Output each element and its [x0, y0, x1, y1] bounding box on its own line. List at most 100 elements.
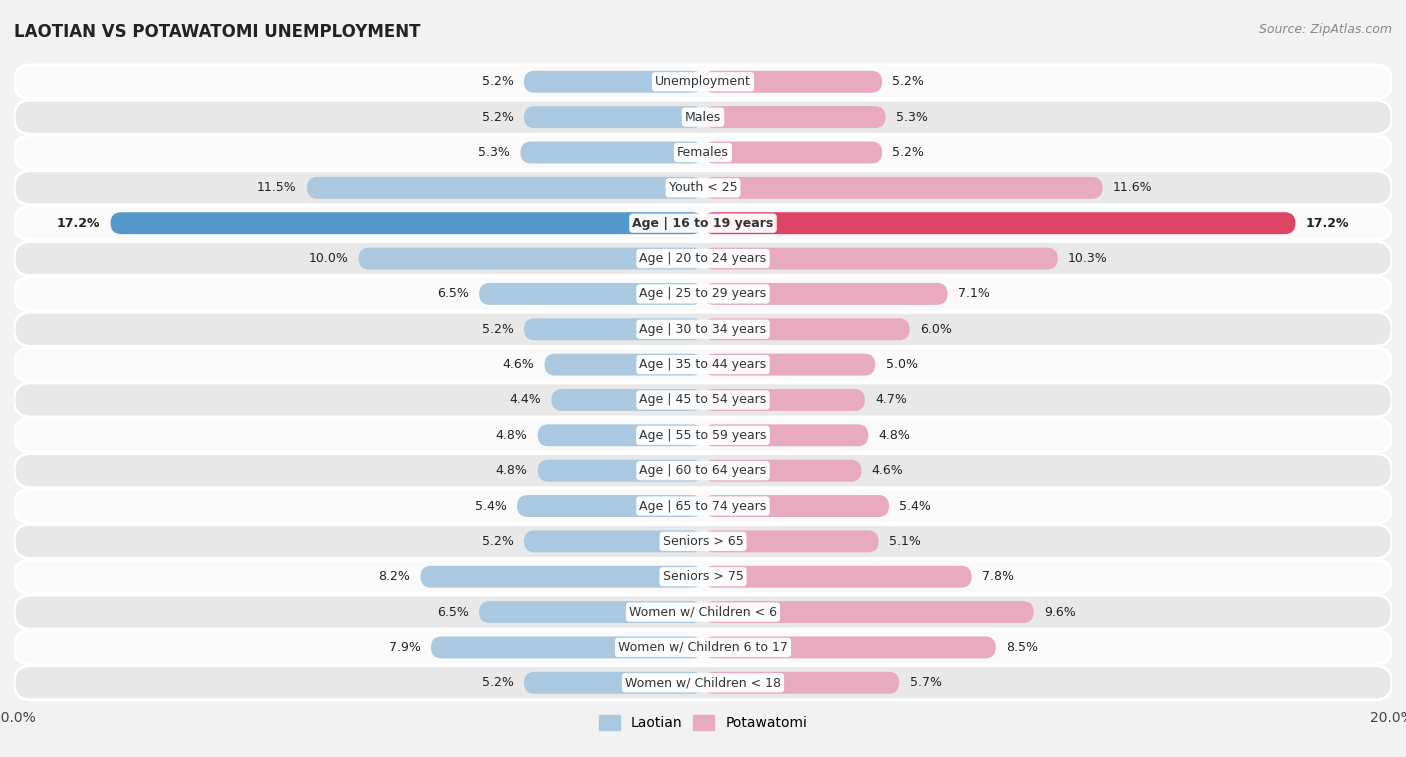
Text: 5.2%: 5.2% — [482, 111, 513, 123]
Text: Age | 25 to 29 years: Age | 25 to 29 years — [640, 288, 766, 301]
FancyBboxPatch shape — [703, 212, 1295, 234]
Text: 4.6%: 4.6% — [502, 358, 534, 371]
Text: 17.2%: 17.2% — [56, 217, 100, 229]
FancyBboxPatch shape — [537, 425, 703, 447]
FancyBboxPatch shape — [479, 283, 703, 305]
Text: Age | 30 to 34 years: Age | 30 to 34 years — [640, 322, 766, 336]
FancyBboxPatch shape — [14, 595, 1392, 629]
Text: Males: Males — [685, 111, 721, 123]
Text: 5.2%: 5.2% — [893, 75, 924, 89]
FancyBboxPatch shape — [703, 71, 882, 93]
Text: 5.2%: 5.2% — [482, 322, 513, 336]
FancyBboxPatch shape — [703, 142, 882, 164]
Text: 10.0%: 10.0% — [308, 252, 349, 265]
FancyBboxPatch shape — [14, 65, 1392, 98]
Text: 11.6%: 11.6% — [1114, 182, 1153, 195]
FancyBboxPatch shape — [703, 354, 875, 375]
Text: 4.8%: 4.8% — [879, 428, 911, 442]
Text: 4.8%: 4.8% — [495, 428, 527, 442]
Text: 6.5%: 6.5% — [437, 288, 468, 301]
FancyBboxPatch shape — [703, 283, 948, 305]
Text: Age | 35 to 44 years: Age | 35 to 44 years — [640, 358, 766, 371]
FancyBboxPatch shape — [524, 106, 703, 128]
FancyBboxPatch shape — [551, 389, 703, 411]
FancyBboxPatch shape — [14, 631, 1392, 665]
FancyBboxPatch shape — [420, 565, 703, 587]
FancyBboxPatch shape — [703, 248, 1057, 269]
Text: 5.4%: 5.4% — [475, 500, 506, 512]
FancyBboxPatch shape — [307, 177, 703, 199]
Text: 7.9%: 7.9% — [388, 641, 420, 654]
FancyBboxPatch shape — [537, 459, 703, 481]
FancyBboxPatch shape — [703, 601, 1033, 623]
Text: 8.5%: 8.5% — [1007, 641, 1038, 654]
Text: 17.2%: 17.2% — [1306, 217, 1350, 229]
FancyBboxPatch shape — [524, 318, 703, 340]
FancyBboxPatch shape — [703, 177, 1102, 199]
Text: 5.3%: 5.3% — [896, 111, 928, 123]
FancyBboxPatch shape — [703, 106, 886, 128]
Text: 9.6%: 9.6% — [1045, 606, 1076, 618]
Text: 6.0%: 6.0% — [920, 322, 952, 336]
Text: 10.3%: 10.3% — [1069, 252, 1108, 265]
Text: 5.2%: 5.2% — [482, 535, 513, 548]
Text: Seniors > 75: Seniors > 75 — [662, 570, 744, 583]
Text: 5.0%: 5.0% — [886, 358, 918, 371]
FancyBboxPatch shape — [14, 241, 1392, 276]
Text: Women w/ Children < 18: Women w/ Children < 18 — [626, 676, 780, 690]
FancyBboxPatch shape — [520, 142, 703, 164]
Text: Females: Females — [678, 146, 728, 159]
FancyBboxPatch shape — [703, 637, 995, 659]
Text: Age | 16 to 19 years: Age | 16 to 19 years — [633, 217, 773, 229]
Text: Youth < 25: Youth < 25 — [669, 182, 737, 195]
Text: 5.1%: 5.1% — [889, 535, 921, 548]
FancyBboxPatch shape — [14, 171, 1392, 205]
FancyBboxPatch shape — [703, 531, 879, 553]
FancyBboxPatch shape — [14, 525, 1392, 559]
FancyBboxPatch shape — [14, 100, 1392, 134]
FancyBboxPatch shape — [703, 495, 889, 517]
Text: 6.5%: 6.5% — [437, 606, 468, 618]
Text: Age | 60 to 64 years: Age | 60 to 64 years — [640, 464, 766, 477]
FancyBboxPatch shape — [14, 666, 1392, 699]
Text: 5.2%: 5.2% — [482, 676, 513, 690]
Text: 4.6%: 4.6% — [872, 464, 904, 477]
FancyBboxPatch shape — [14, 453, 1392, 488]
FancyBboxPatch shape — [14, 559, 1392, 593]
Text: Age | 55 to 59 years: Age | 55 to 59 years — [640, 428, 766, 442]
FancyBboxPatch shape — [517, 495, 703, 517]
Text: Age | 65 to 74 years: Age | 65 to 74 years — [640, 500, 766, 512]
Text: 11.5%: 11.5% — [257, 182, 297, 195]
FancyBboxPatch shape — [14, 419, 1392, 452]
FancyBboxPatch shape — [703, 425, 869, 447]
Text: LAOTIAN VS POTAWATOMI UNEMPLOYMENT: LAOTIAN VS POTAWATOMI UNEMPLOYMENT — [14, 23, 420, 41]
FancyBboxPatch shape — [479, 601, 703, 623]
Text: Women w/ Children 6 to 17: Women w/ Children 6 to 17 — [619, 641, 787, 654]
FancyBboxPatch shape — [14, 206, 1392, 240]
Text: Unemployment: Unemployment — [655, 75, 751, 89]
FancyBboxPatch shape — [14, 136, 1392, 170]
Text: 5.4%: 5.4% — [900, 500, 931, 512]
Text: Age | 20 to 24 years: Age | 20 to 24 years — [640, 252, 766, 265]
FancyBboxPatch shape — [524, 71, 703, 93]
FancyBboxPatch shape — [703, 459, 862, 481]
FancyBboxPatch shape — [703, 565, 972, 587]
FancyBboxPatch shape — [14, 313, 1392, 346]
Text: 4.8%: 4.8% — [495, 464, 527, 477]
Text: 4.7%: 4.7% — [875, 394, 907, 407]
Text: 7.1%: 7.1% — [957, 288, 990, 301]
Text: 5.2%: 5.2% — [893, 146, 924, 159]
Legend: Laotian, Potawatomi: Laotian, Potawatomi — [593, 710, 813, 736]
FancyBboxPatch shape — [14, 347, 1392, 382]
FancyBboxPatch shape — [359, 248, 703, 269]
FancyBboxPatch shape — [14, 489, 1392, 523]
FancyBboxPatch shape — [703, 389, 865, 411]
FancyBboxPatch shape — [524, 531, 703, 553]
FancyBboxPatch shape — [703, 318, 910, 340]
FancyBboxPatch shape — [524, 672, 703, 693]
Text: 8.2%: 8.2% — [378, 570, 411, 583]
Text: 5.7%: 5.7% — [910, 676, 942, 690]
FancyBboxPatch shape — [430, 637, 703, 659]
FancyBboxPatch shape — [14, 277, 1392, 311]
FancyBboxPatch shape — [111, 212, 703, 234]
